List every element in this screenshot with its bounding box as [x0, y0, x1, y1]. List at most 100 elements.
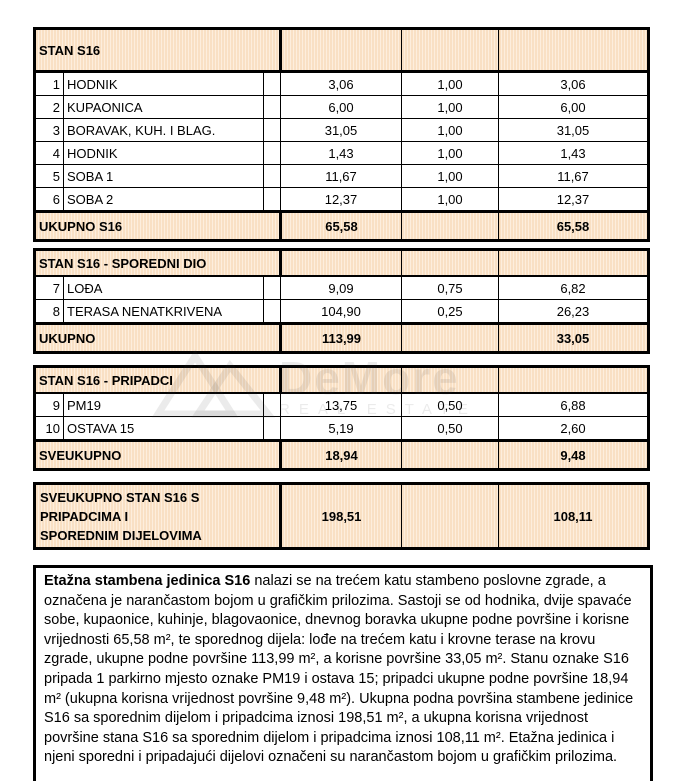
description-lead: Etažna stambena jedinica S16: [44, 573, 251, 589]
coefficient-value: 1,00: [401, 187, 499, 212]
spacer-cell: [263, 187, 281, 212]
area-value: 6,00: [280, 95, 402, 119]
grand-total-label-line: PRIPADCIMA I: [40, 508, 129, 524]
total-coef: [401, 210, 499, 241]
room-name: SOBA 2: [63, 187, 264, 212]
coefficient-value: 0,50: [401, 392, 499, 417]
header-cell-value: [498, 28, 649, 73]
table-header-row: STAN S16: [34, 28, 649, 73]
description-body: nalazi se na trećem katu stambeno poslov…: [44, 573, 634, 766]
spacer-cell: [263, 299, 281, 324]
useful-area-value: 11,67: [498, 164, 649, 188]
room-name: OSTAVA 15: [63, 416, 264, 441]
useful-area-value: 1,43: [498, 141, 649, 165]
unit-area-table: STAN S16 1 HODNIK 3,06 1,00 3,06 2 KUPAO…: [33, 27, 650, 242]
useful-area-value: 2,60: [498, 416, 649, 441]
grand-total-row: SVEUKUPNO STAN S16 S PRIPADCIMA I SPORED…: [33, 483, 650, 549]
header-cell-coef: [401, 249, 499, 277]
total-label: UKUPNO S16: [34, 210, 282, 241]
table-row: 6 SOBA 2 12,37 1,00 12,37: [34, 187, 649, 212]
total-value: 33,05: [498, 322, 649, 353]
grand-total-table: SVEUKUPNO STAN S16 S PRIPADCIMA I SPORED…: [33, 482, 651, 550]
spacer-cell: [263, 141, 281, 165]
useful-area-value: 12,37: [498, 187, 649, 212]
row-number: 8: [34, 299, 64, 324]
useful-area-value: 31,05: [498, 118, 649, 142]
total-value: 65,58: [498, 210, 649, 241]
coefficient-value: 1,00: [401, 71, 499, 96]
room-name: BORAVAK, KUH. I BLAG.: [63, 118, 264, 142]
row-number: 2: [34, 95, 64, 119]
table-title: STAN S16 - SPOREDNI DIO: [34, 249, 282, 277]
row-number: 9: [34, 392, 64, 417]
description-box: Etažna stambena jedinica S16 nalazi se n…: [33, 565, 653, 781]
table-row: 8 TERASA NENATKRIVENA 104,90 0,25 26,23: [34, 299, 649, 324]
header-cell-area: [280, 28, 402, 73]
description-text: Etažna stambena jedinica S16 nalazi se n…: [44, 572, 642, 768]
total-value: 9,48: [498, 439, 649, 470]
grand-total-value: 108,11: [498, 483, 650, 549]
room-name: KUPAONICA: [63, 95, 264, 119]
area-value: 31,05: [280, 118, 402, 142]
grand-total-coef: [401, 483, 500, 549]
area-value: 1,43: [280, 141, 402, 165]
grand-total-label-line: SPOREDNIM DIJELOVIMA: [40, 527, 202, 543]
row-number: 3: [34, 118, 64, 142]
spacer-cell: [263, 71, 281, 96]
table-row: 10 OSTAVA 15 5,19 0,50 2,60: [34, 416, 649, 441]
area-value: 9,09: [280, 275, 402, 300]
total-row: UKUPNO S16 65,58 65,58: [34, 210, 649, 241]
header-cell-value: [498, 249, 649, 277]
row-number: 5: [34, 164, 64, 188]
appurtenances-table: STAN S16 - PRIPADCI 9 PM19 13,75 0,50 6,…: [33, 365, 650, 471]
row-number: 10: [34, 416, 64, 441]
row-number: 1: [34, 71, 64, 96]
useful-area-value: 6,00: [498, 95, 649, 119]
spacer-cell: [263, 95, 281, 119]
secondary-area-table: STAN S16 - SPOREDNI DIO 7 LOĐA 9,09 0,75…: [33, 248, 650, 354]
table-title: STAN S16: [34, 28, 282, 73]
coefficient-value: 1,00: [401, 141, 499, 165]
table-title: STAN S16 - PRIPADCI: [34, 366, 282, 394]
spacer-cell: [263, 392, 281, 417]
room-name: TERASA NENATKRIVENA: [63, 299, 264, 324]
total-row: UKUPNO 113,99 33,05: [34, 322, 649, 353]
coefficient-value: 0,50: [401, 416, 499, 441]
grand-total-area: 198,51: [280, 483, 403, 549]
table-row: 4 HODNIK 1,43 1,00 1,43: [34, 141, 649, 165]
table-header-row: STAN S16 - PRIPADCI: [34, 366, 649, 394]
total-area: 18,94: [280, 439, 402, 470]
useful-area-value: 3,06: [498, 71, 649, 96]
useful-area-value: 26,23: [498, 299, 649, 324]
coefficient-value: 1,00: [401, 95, 499, 119]
area-value: 3,06: [280, 71, 402, 96]
useful-area-value: 6,88: [498, 392, 649, 417]
table-row: 1 HODNIK 3,06 1,00 3,06: [34, 71, 649, 96]
grand-total-label-line: SVEUKUPNO STAN S16 S: [40, 489, 200, 505]
table-row: 5 SOBA 1 11,67 1,00 11,67: [34, 164, 649, 188]
spacer-cell: [263, 164, 281, 188]
area-value: 11,67: [280, 164, 402, 188]
total-coef: [401, 439, 499, 470]
total-label: UKUPNO: [34, 322, 282, 353]
table-row: 2 KUPAONICA 6,00 1,00 6,00: [34, 95, 649, 119]
total-coef: [401, 322, 499, 353]
room-name: PM19: [63, 392, 264, 417]
header-cell-coef: [401, 366, 499, 394]
total-row: SVEUKUPNO 18,94 9,48: [34, 439, 649, 470]
coefficient-value: 1,00: [401, 164, 499, 188]
useful-area-value: 6,82: [498, 275, 649, 300]
header-cell-value: [498, 366, 649, 394]
area-value: 5,19: [280, 416, 402, 441]
header-cell-area: [280, 366, 402, 394]
row-number: 6: [34, 187, 64, 212]
spacer-cell: [263, 118, 281, 142]
coefficient-value: 0,25: [401, 299, 499, 324]
area-value: 104,90: [280, 299, 402, 324]
table-header-row: STAN S16 - SPOREDNI DIO: [34, 249, 649, 277]
table-row: 9 PM19 13,75 0,50 6,88: [34, 392, 649, 417]
header-cell-coef: [401, 28, 499, 73]
row-number: 4: [34, 141, 64, 165]
total-label: SVEUKUPNO: [34, 439, 282, 470]
